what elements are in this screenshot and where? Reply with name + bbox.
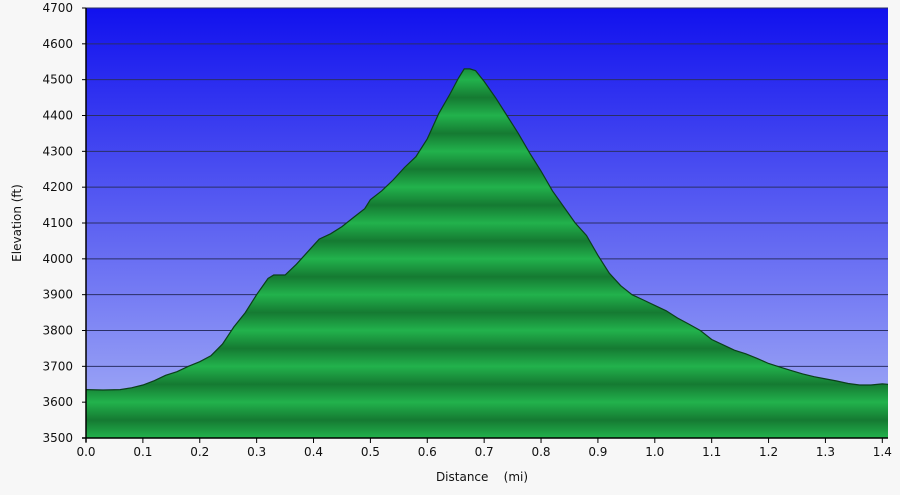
- x-tick-label: 0.8: [531, 445, 550, 459]
- y-tick-label: 3700: [42, 359, 73, 373]
- x-tick-label: 0.9: [588, 445, 607, 459]
- x-tick-label: 0.3: [247, 445, 266, 459]
- y-tick-label: 4600: [42, 37, 73, 51]
- y-tick-label: 3500: [42, 431, 73, 445]
- y-tick-label: 4400: [42, 109, 73, 123]
- y-tick-label: 4000: [42, 252, 73, 266]
- x-axis-ticks: 0.0 0.1 0.2 0.3 0.4 0.5 0.6 0.7 0.8 0.9 1.0 1.1 1.2 1…: [76, 438, 892, 459]
- y-tick-label: 4200: [42, 180, 73, 194]
- y-tick-label: 3800: [42, 324, 73, 338]
- x-tick-label: 0.6: [418, 445, 437, 459]
- y-axis-ticks: 3500 3600 3700 3800 3900 4000 4100 4200 4300 4400…: [42, 1, 86, 445]
- x-tick-label: 0.0: [76, 445, 95, 459]
- x-tick-label: 0.5: [361, 445, 380, 459]
- y-tick-label: 4300: [42, 144, 73, 158]
- x-tick-label: 1.1: [702, 445, 721, 459]
- x-axis-title: Distance (mi): [436, 470, 528, 484]
- x-tick-label: 1.0: [645, 445, 664, 459]
- axes: [82, 8, 888, 442]
- y-tick-label: 4100: [42, 216, 73, 230]
- y-axis-title: Elevation (ft): [10, 184, 24, 262]
- x-tick-label: 0.1: [133, 445, 152, 459]
- x-tick-label: 0.2: [190, 445, 209, 459]
- elevation-line: [85, 68, 889, 391]
- x-tick-label: 0.7: [475, 445, 494, 459]
- y-tick-label: 4500: [42, 73, 73, 87]
- x-tick-label: 1.2: [759, 445, 778, 459]
- x-tick-label: 0.4: [304, 445, 323, 459]
- elevation-area: [86, 68, 888, 439]
- x-tick-label: 1.4: [873, 445, 892, 459]
- y-tick-label: 3900: [42, 288, 73, 302]
- y-tick-label: 4700: [42, 1, 73, 15]
- y-tick-label: 3600: [42, 395, 73, 409]
- x-tick-label: 1.3: [816, 445, 835, 459]
